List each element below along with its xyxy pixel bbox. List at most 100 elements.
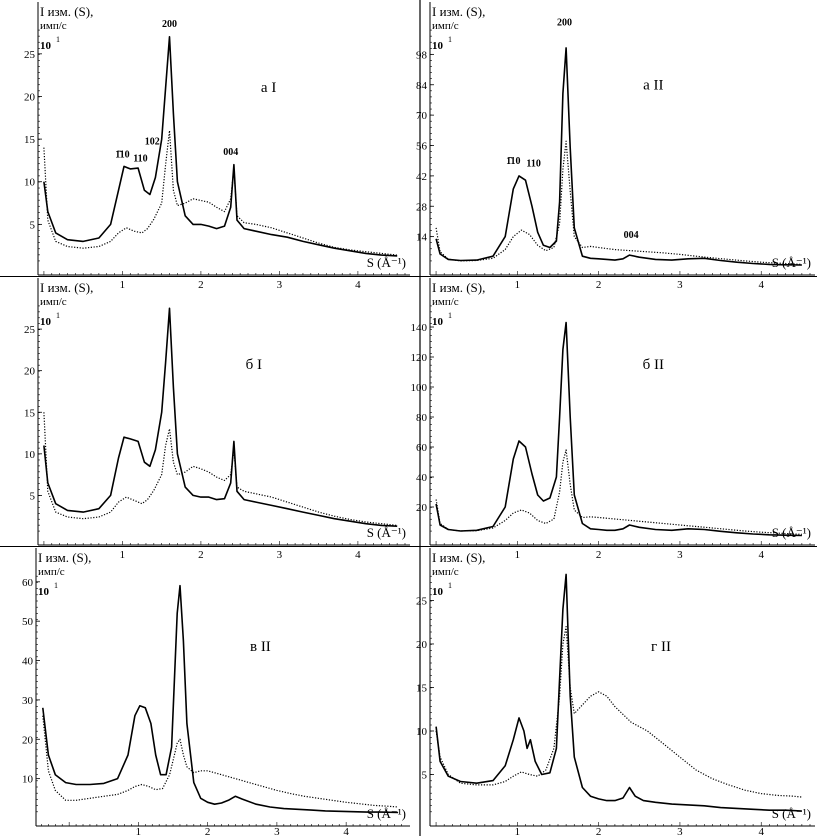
y-tick-label: 25 <box>24 49 36 61</box>
x-tick-label: 1 <box>120 549 126 561</box>
y-axis-label: I изм. (S), <box>432 550 485 565</box>
x-tick-label: 2 <box>596 549 602 561</box>
y-axis-unit: имп/с <box>40 20 67 32</box>
panel-label: а I <box>261 80 276 96</box>
y-tick-label: 28 <box>416 201 428 213</box>
y-tick-label: 10 <box>24 449 36 461</box>
y-axis-label: I изм. (S), <box>432 280 485 295</box>
series-line-solid <box>43 36 398 257</box>
y-axis-label: I изм. (S), <box>40 4 93 19</box>
y-axis-multiplier: 10 <box>40 40 52 52</box>
peak-label: 110 <box>526 158 540 169</box>
series-line-dotted <box>435 449 802 535</box>
y-axis-multiplier: 10 <box>38 586 50 598</box>
y-tick-label: 80 <box>416 412 428 424</box>
y-axis-unit: имп/с <box>38 566 65 578</box>
y-tick-label: 56 <box>416 141 428 153</box>
y-tick-label: 40 <box>416 472 428 484</box>
series-line-dotted <box>42 715 399 808</box>
y-tick-label: 14 <box>416 232 428 244</box>
series-line-solid <box>43 307 398 527</box>
y-axis-multiplier: 10 <box>40 316 52 328</box>
chart-panel-4: 20 40 60 80 100 120 140 1 2 3 4 I изм. (S),имп/с 10 1… <box>411 278 815 561</box>
y-tick-label: 30 <box>22 695 34 707</box>
chart-panel-3: 5 10 15 20 25 1 2 3 4 I изм. (S),имп/с 10 1 S (Å⁻¹) б… <box>24 278 410 561</box>
x-tick-label: 1 <box>515 279 521 291</box>
y-axis-unit: имп/с <box>40 296 67 308</box>
y-axis-multiplier: 10 <box>432 40 444 52</box>
peak-label: 004 <box>223 147 238 158</box>
x-tick-label: 4 <box>355 279 361 291</box>
series-line-dotted <box>43 130 398 256</box>
x-axis-label: S (Å⁻¹) <box>367 806 406 821</box>
peak-label: 200 <box>557 17 572 28</box>
chart-panel-1: 5 10 15 20 25 1 2 3 4 I изм. (S),имп/с 10 1 S (Å⁻¹) а… <box>24 2 410 291</box>
peak-label: 1̄10 <box>115 149 129 160</box>
y-tick-label: 15 <box>24 407 36 419</box>
x-tick-label: 4 <box>758 826 764 836</box>
x-tick-label: 3 <box>677 279 683 291</box>
series-line-solid <box>42 584 399 814</box>
x-axis-label: S (Å⁻¹) <box>772 525 811 540</box>
x-tick-label: 3 <box>277 549 283 561</box>
panel-label: в II <box>250 639 271 655</box>
y-tick-label: 5 <box>30 490 36 502</box>
panel-label: б II <box>643 357 664 373</box>
x-tick-label: 3 <box>677 826 683 836</box>
series-line-dotted <box>435 140 802 265</box>
peak-label: 110 <box>133 154 147 165</box>
y-tick-label: 5 <box>30 219 36 231</box>
y-tick-label: 25 <box>24 324 36 336</box>
y-tick-label: 15 <box>416 682 428 694</box>
peak-label: 102 <box>145 137 160 148</box>
series-line-dotted <box>435 626 802 798</box>
x-tick-label: 3 <box>274 826 280 836</box>
y-axis-multiplier: 10 <box>432 586 444 598</box>
x-axis-label: S (Å⁻¹) <box>772 255 811 270</box>
y-tick-label: 84 <box>416 80 428 92</box>
y-axis-multiplier-exponent: 1 <box>448 35 452 44</box>
panel-label: б I <box>246 357 262 373</box>
x-axis-label: S (Å⁻¹) <box>367 255 406 270</box>
y-tick-label: 40 <box>22 656 34 668</box>
panel-label: а II <box>643 77 663 93</box>
chart-panel-6: 5 10 15 20 25 1 2 3 4 I изм. (S),имп/с 10 1 S (Å⁻¹) г… <box>416 548 815 836</box>
y-axis-multiplier-exponent: 1 <box>448 581 452 590</box>
chart-panel-5: 10 20 30 40 50 60 1 2 3 4 I изм. (S),имп/с 10 1 S (Å⁻… <box>22 548 410 836</box>
x-axis-label: S (Å⁻¹) <box>367 525 406 540</box>
peak-label: 1̄10 <box>506 156 520 167</box>
y-axis-multiplier-exponent: 1 <box>448 311 452 320</box>
x-tick-label: 2 <box>198 549 204 561</box>
y-axis-unit: имп/с <box>432 20 459 32</box>
y-axis-multiplier-exponent: 1 <box>56 35 60 44</box>
series-line-solid <box>435 573 802 812</box>
y-axis-multiplier-exponent: 1 <box>56 311 60 320</box>
y-tick-label: 140 <box>411 322 428 334</box>
x-tick-label: 4 <box>343 826 349 836</box>
y-axis-unit: имп/с <box>432 566 459 578</box>
y-tick-label: 10 <box>24 177 36 189</box>
y-tick-label: 15 <box>24 134 36 146</box>
x-axis-label: S (Å⁻¹) <box>772 806 811 821</box>
x-tick-label: 4 <box>758 279 764 291</box>
y-tick-label: 10 <box>416 726 428 738</box>
x-tick-label: 1 <box>515 549 521 561</box>
chart-panel-2: 14 28 42 56 70 84 98 1 2 3 4 I изм. (S),имп/с 10 1 S (… <box>416 2 815 291</box>
y-tick-label: 60 <box>22 577 34 589</box>
y-tick-label: 20 <box>416 639 428 651</box>
x-tick-label: 4 <box>355 549 361 561</box>
series-line-solid <box>435 47 802 266</box>
peak-label: 004 <box>624 230 639 241</box>
y-axis-label: I изм. (S), <box>40 280 93 295</box>
y-tick-label: 20 <box>24 91 36 103</box>
x-tick-label: 1 <box>120 279 126 291</box>
y-axis-multiplier: 10 <box>432 316 444 328</box>
x-tick-label: 2 <box>205 826 211 836</box>
y-tick-label: 100 <box>411 382 428 394</box>
x-tick-label: 2 <box>596 826 602 836</box>
y-tick-label: 50 <box>22 616 34 628</box>
x-tick-label: 3 <box>277 279 283 291</box>
series-line-dotted <box>43 412 398 526</box>
x-tick-label: 1 <box>136 826 142 836</box>
